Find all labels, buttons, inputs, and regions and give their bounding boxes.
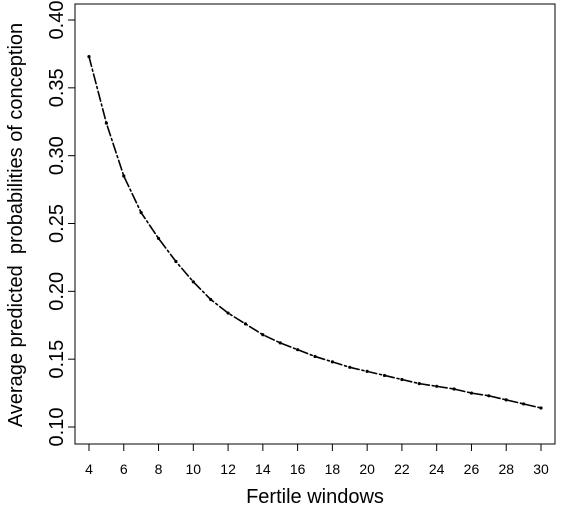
- data-point: [278, 341, 282, 345]
- y-axis-title: Average predicted probabilities of conce…: [5, 23, 27, 427]
- y-tick-label: 0.15: [46, 340, 68, 379]
- data-point: [400, 377, 404, 382]
- x-axis: 4 6 8 10 12 14 16 18 20 22 24 26 28 30: [85, 444, 549, 477]
- x-tick-label: 4: [85, 461, 93, 477]
- data-point: [330, 360, 334, 364]
- x-tick-label: 12: [220, 461, 236, 477]
- data-point: [261, 333, 265, 337]
- data-point: [382, 373, 387, 378]
- x-tick-label: 28: [498, 461, 514, 477]
- y-tick-label: 0.25: [46, 204, 68, 243]
- x-tick-label: 20: [359, 461, 375, 477]
- y-axis: 0.10 0.15 0.20 0.25 0.30 0.35 0.40: [46, 1, 75, 447]
- series-layer: [87, 55, 543, 410]
- data-point: [156, 236, 161, 241]
- x-tick-label: 16: [290, 461, 306, 477]
- x-tick-label: 10: [186, 461, 202, 477]
- y-tick-label: 0.30: [46, 136, 68, 175]
- x-tick-label: 6: [120, 461, 128, 477]
- y-tick-label: 0.35: [46, 68, 68, 107]
- x-tick-label: 24: [429, 461, 445, 477]
- data-point: [417, 381, 421, 386]
- y-tick-label: 0.20: [46, 272, 68, 311]
- data-point: [504, 398, 508, 402]
- data-point: [87, 55, 91, 59]
- data-point: [139, 211, 143, 215]
- data-point: [226, 311, 230, 315]
- data-point: [539, 406, 543, 410]
- y-tick-label: 0.10: [46, 408, 68, 447]
- plot-frame: [74, 3, 556, 445]
- data-point: [469, 391, 474, 395]
- data-point: [365, 369, 369, 373]
- data-point: [522, 402, 526, 406]
- data-point: [452, 387, 456, 391]
- data-point: [313, 354, 317, 359]
- x-tick-label: 30: [533, 461, 549, 477]
- x-tick-label: 14: [255, 461, 271, 477]
- data-point: [243, 322, 248, 326]
- data-point: [348, 365, 352, 369]
- data-point: [209, 297, 213, 302]
- data-point: [191, 280, 195, 284]
- data-point: [296, 348, 300, 352]
- x-tick-label: 8: [155, 461, 163, 477]
- data-point: [487, 394, 491, 398]
- y-tick-label: 0.40: [46, 1, 68, 40]
- x-tick-label: 18: [325, 461, 341, 477]
- x-tick-label: 26: [464, 461, 480, 477]
- data-point: [122, 174, 126, 178]
- data-point: [174, 259, 178, 264]
- data-point: [104, 121, 108, 125]
- x-tick-label: 22: [394, 461, 410, 477]
- data-point: [435, 384, 439, 388]
- x-axis-title: Fertile windows: [246, 486, 384, 508]
